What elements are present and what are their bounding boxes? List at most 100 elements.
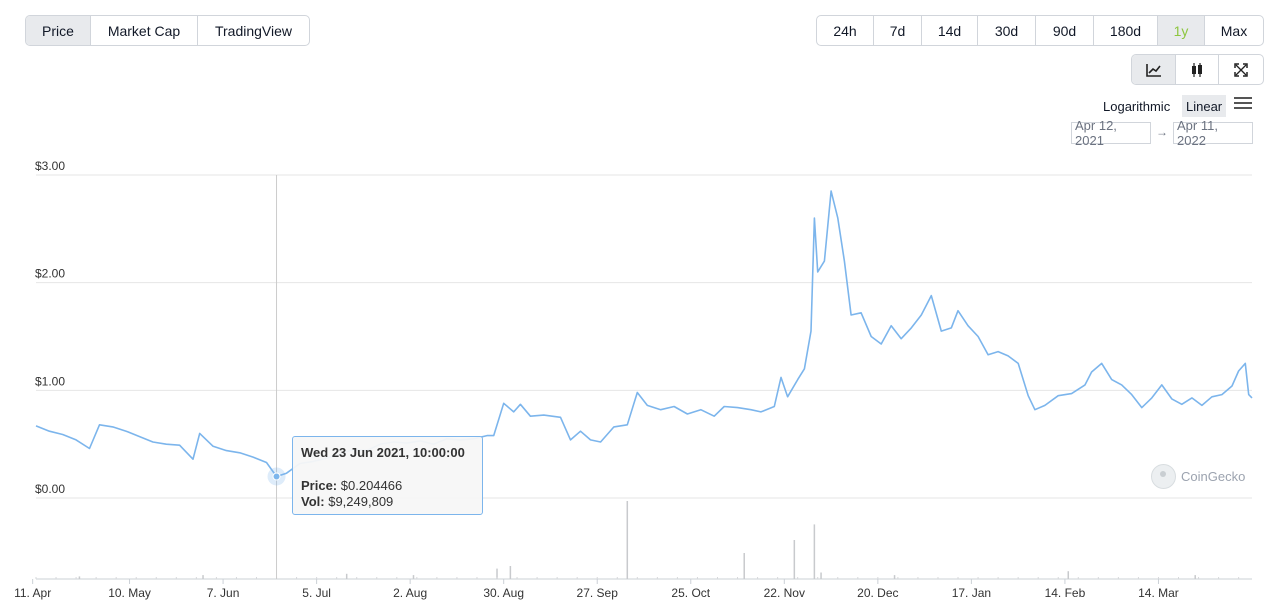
expand-icon — [1234, 62, 1248, 77]
range-24h-button[interactable]: 24h — [817, 16, 874, 45]
tooltip-price-value: $0.204466 — [340, 478, 403, 493]
volume-bar — [743, 553, 745, 579]
candlestick-button[interactable] — [1176, 55, 1219, 84]
x-tick-label: 17. Jan — [952, 586, 991, 600]
volume-bar — [255, 577, 257, 579]
volume-bar — [837, 577, 839, 579]
volume-bar — [476, 577, 478, 579]
volume-bar — [636, 577, 638, 579]
volume-bar — [336, 577, 338, 579]
volume-bar — [817, 577, 819, 579]
volume-bar — [496, 577, 498, 579]
data-type-tabs: Price Market Cap TradingView — [25, 15, 310, 46]
range-14d-button[interactable]: 14d — [922, 16, 978, 45]
price-series-line — [35, 190, 1253, 478]
volume-bar — [496, 568, 498, 579]
volume-bar — [1037, 577, 1039, 579]
volume-bar — [412, 575, 415, 579]
tooltip-vol-value: $9,249,809 — [328, 494, 394, 509]
x-tick-label: 14. Feb — [1045, 586, 1086, 600]
expand-button[interactable] — [1219, 55, 1263, 84]
volume-bar — [115, 577, 117, 579]
scale-logarithmic-option[interactable]: Logarithmic — [1103, 98, 1171, 114]
y-tick-label: $0.00 — [35, 482, 65, 496]
volume-bar — [937, 577, 939, 579]
y-tick-label: $3.00 — [35, 159, 65, 173]
volume-bar — [793, 540, 796, 579]
chart-tooltip: Wed 23 Jun 2021, 10:00:00 Price: $0.2044… — [292, 436, 483, 515]
volume-bar — [820, 572, 822, 579]
range-1y-button[interactable]: 1y — [1158, 16, 1205, 45]
tab-tradingview[interactable]: TradingView — [214, 22, 293, 39]
volume-bar — [893, 575, 896, 579]
volume-bar — [696, 577, 698, 579]
volume-bar — [656, 577, 658, 579]
arrow-right-icon: → — [1156, 125, 1168, 139]
volume-bar — [977, 577, 979, 579]
volume-bar — [616, 577, 618, 579]
volume-bar — [202, 575, 204, 579]
volume-bar — [316, 577, 318, 579]
x-tick-label: 5. Jul — [302, 586, 331, 600]
volume-bar — [1067, 571, 1070, 579]
tooltip-vol-label: Vol: — [301, 494, 325, 509]
volume-bar — [897, 577, 899, 579]
scale-linear-option[interactable]: Linear — [1182, 95, 1227, 117]
volume-bar — [1097, 577, 1099, 579]
x-tick-label: 27. Sep — [577, 586, 619, 600]
volume-bar — [356, 577, 358, 579]
range-180d-button[interactable]: 180d — [1094, 16, 1158, 45]
x-tick-label: 11. Apr — [14, 586, 51, 600]
volume-bar — [737, 577, 739, 579]
x-tick-label: 2. Aug — [393, 586, 427, 600]
range-30d-button[interactable]: 30d — [978, 16, 1036, 45]
volume-bar — [716, 577, 718, 579]
x-tick-label: 22. Nov — [764, 586, 805, 600]
price-chart[interactable]: $0.00 $1.00 $2.00 $3.00 10. May 7. Jun 5. Jul 2… — [0, 150, 1280, 616]
volume-bar — [135, 577, 137, 579]
volume-bar — [416, 577, 418, 579]
volume-bar — [556, 577, 558, 579]
time-range-tabs: 24h 7d 14d 30d 90d 180d 1y Max — [816, 15, 1264, 46]
volume-bar — [857, 577, 859, 579]
x-tick-label: 25. Oct — [671, 586, 710, 600]
volume-bar — [1057, 577, 1059, 579]
volume-bar — [509, 566, 512, 579]
hamburger-menu-icon[interactable] — [1234, 97, 1252, 113]
volume-bar — [516, 577, 518, 579]
volume-bar — [1077, 577, 1079, 579]
date-to-input[interactable]: Apr 11, 2022 — [1173, 118, 1253, 148]
volume-bar — [877, 577, 879, 579]
volume-bar — [576, 577, 578, 579]
volume-bar — [1117, 577, 1119, 579]
range-90d-button[interactable]: 90d — [1036, 16, 1094, 45]
candlestick-icon — [1192, 62, 1202, 77]
tooltip-date: Wed 23 Jun 2021, 10:00:00 — [301, 445, 465, 460]
volume-bar — [75, 577, 77, 579]
y-tick-label: $2.00 — [35, 267, 65, 281]
x-tick-label: 10. May — [108, 586, 151, 600]
range-7d-button[interactable]: 7d — [874, 16, 922, 45]
x-tick-label: 7. Jun — [207, 586, 240, 600]
tab-price[interactable]: Price — [26, 16, 91, 45]
volume-bar — [626, 501, 629, 579]
volume-bar — [95, 577, 97, 579]
volume-bar — [777, 577, 779, 579]
line-chart-button[interactable] — [1132, 55, 1176, 84]
credit-label: CoinGecko — [1181, 469, 1246, 484]
volume-bar — [376, 577, 378, 579]
date-from-input[interactable]: Apr 12, 2021 — [1071, 118, 1151, 148]
range-max-button[interactable]: Max — [1220, 22, 1248, 39]
volume-bar — [917, 577, 919, 579]
volume-bar — [195, 577, 197, 579]
volume-bar — [1178, 577, 1180, 579]
volume-bar — [1137, 577, 1139, 579]
tab-market-cap[interactable]: Market Cap — [91, 16, 198, 45]
volume-bar — [1238, 577, 1240, 579]
tooltip-price-label: Price: — [301, 478, 338, 493]
volume-bar — [1157, 577, 1159, 579]
volume-bar — [55, 577, 57, 579]
coingecko-credit[interactable]: CoinGecko — [1151, 464, 1245, 489]
volume-bar — [1194, 575, 1196, 579]
volume-bar — [1218, 577, 1220, 579]
